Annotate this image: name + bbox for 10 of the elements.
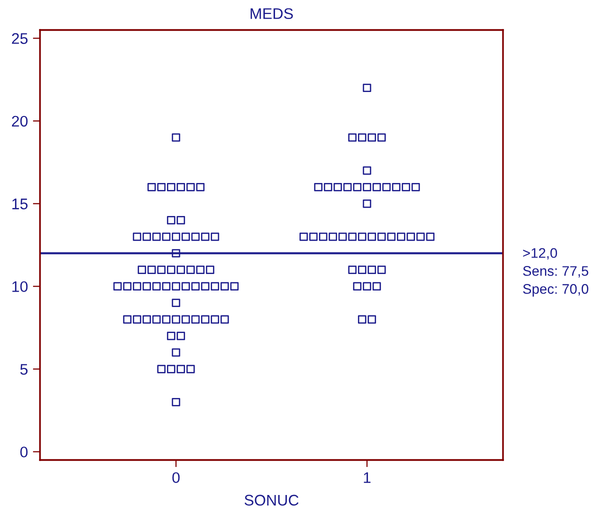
y-tick-label: 15 <box>12 198 28 210</box>
x-tick-label: 1 <box>364 472 371 483</box>
y-tick-label: 25 <box>12 33 28 44</box>
y-tick-label: 0 <box>20 446 28 458</box>
chart-title: MEDS <box>250 8 293 20</box>
x-axis-title: SONUC <box>244 494 299 506</box>
y-tick-label: 10 <box>12 281 28 292</box>
y-tick-label: 20 <box>12 116 28 127</box>
y-tick-label: 5 <box>20 364 28 375</box>
ref-line-label: >12,0 Sens: 77,5 Spec: 70,0 <box>523 248 588 297</box>
